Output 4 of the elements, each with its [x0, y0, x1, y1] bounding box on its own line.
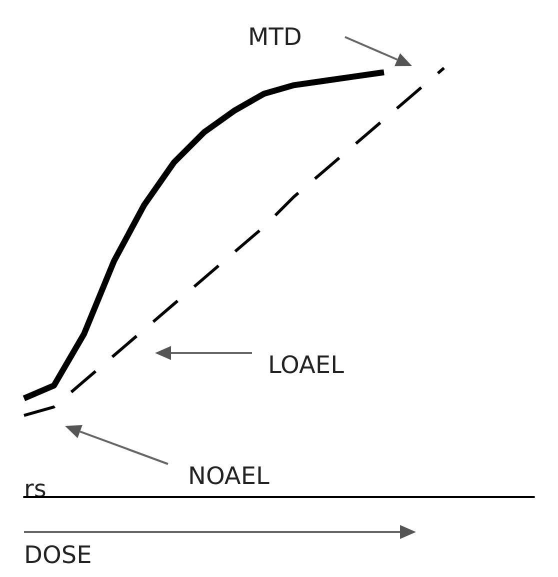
annotation: LOAEL — [268, 351, 345, 379]
annotation: NOAEL — [188, 462, 270, 490]
x-axis-title: DOSE — [24, 541, 92, 569]
text: MTD — [248, 23, 302, 51]
